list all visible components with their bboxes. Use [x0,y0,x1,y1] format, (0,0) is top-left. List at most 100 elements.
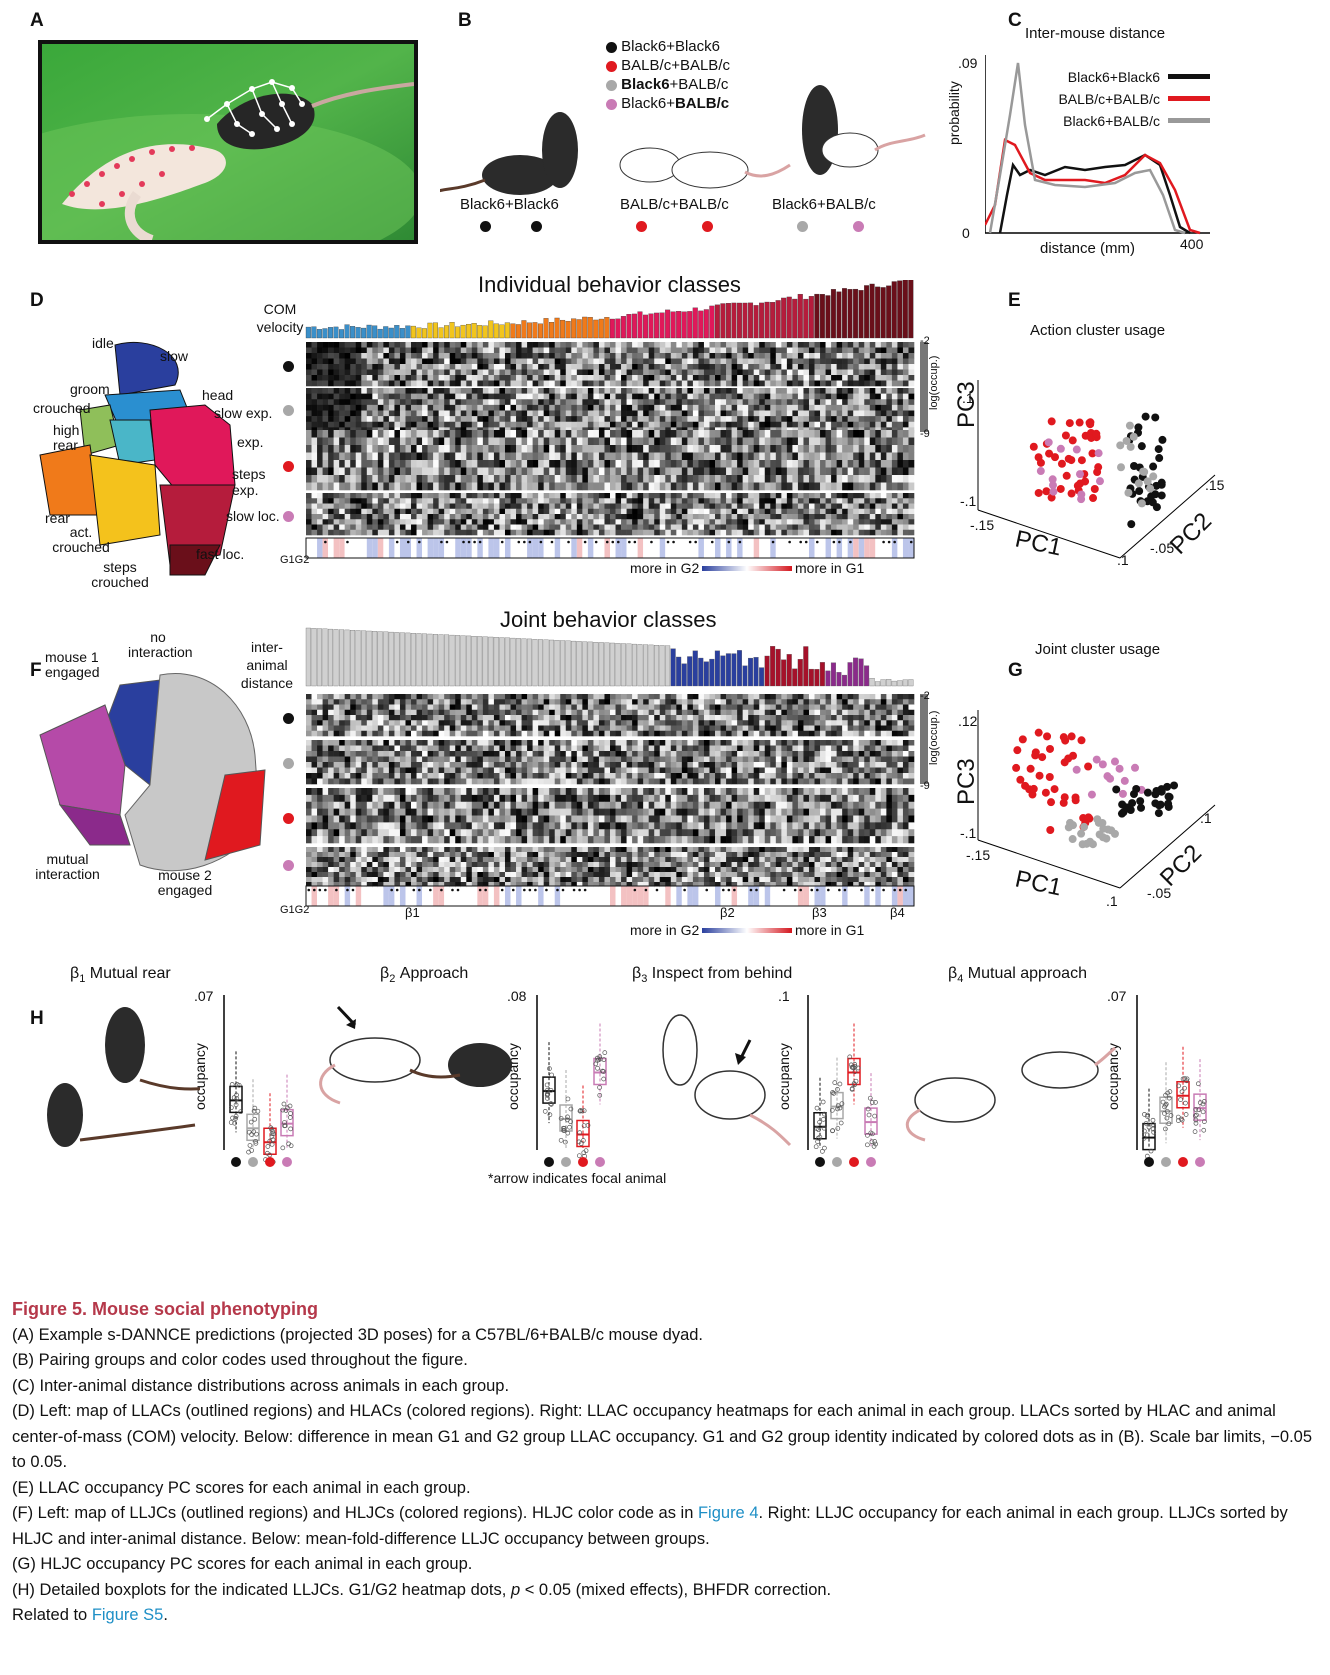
sig-dot [462,540,465,544]
heat-cell [377,467,384,476]
heat-cell [681,514,688,520]
heat-cell [477,460,484,468]
heat-cell [311,493,318,499]
heat-cell [433,514,439,520]
heat-cell [786,416,793,423]
heat-cell [571,493,578,499]
heat-cell [383,437,390,446]
heat-cell [311,529,318,536]
heat-cell [814,380,821,387]
heat-cell [847,524,854,531]
heat-cell [842,715,848,721]
heat-cell [554,529,561,536]
legend-text: Black6+Black6 [621,38,720,55]
heat-cell [759,342,766,348]
distance-bar [631,643,637,687]
heat-cell [836,404,843,411]
heat-cell [731,715,738,721]
diff-cell [659,538,666,558]
heat-cell [477,725,484,732]
heat-cell [880,493,887,499]
heat-cell [455,720,462,726]
heat-cell [372,342,379,348]
heat-cell [670,730,677,737]
heat-cell [571,720,578,726]
distance-bar [311,628,317,687]
heat-cell [350,730,357,737]
heat-cell [482,475,489,483]
heat-cell [455,498,462,504]
heat-cell [775,725,782,732]
heat-cell [748,437,755,446]
heat-cell [665,467,672,476]
heat-cell [554,730,561,737]
heat-cell [311,514,318,520]
heat-cell [615,364,622,370]
heat-cell [532,709,539,716]
heat-cell [510,503,517,510]
heat-cell [355,475,362,483]
heat-cell [438,347,445,354]
heat-cell [532,524,539,531]
heat-cell [897,529,904,536]
heat-cell [742,437,749,446]
heat-cell [455,369,462,376]
heat-cell [411,342,417,348]
heat-cell [853,467,860,476]
heat-cell [875,467,882,476]
heat-cell [576,452,583,461]
heat-cell [731,725,738,732]
heat-cell [471,508,478,515]
heat-cell [665,404,672,411]
heat-cell [775,460,782,468]
heat-cell [847,720,854,726]
heat-cell [737,503,743,510]
heat-cell [394,369,401,376]
heat-cell [786,353,793,359]
heat-cell [582,715,589,721]
heat-cell [659,404,666,411]
heat-cell [908,342,915,348]
heat-cell [399,445,406,453]
heat-cell [449,467,456,476]
distance-bar [847,662,853,687]
heat-cell [527,399,533,406]
heat-cell [598,410,605,417]
heat-cell [482,353,489,359]
heat-cell [643,369,649,376]
distance-bar [560,640,566,687]
heat-cell [836,364,843,370]
heat-cell [344,410,351,417]
heat-cell [554,720,561,726]
heat-cell [438,498,445,504]
heat-cell [355,380,362,387]
diff-cell [333,538,340,558]
heat-cell [831,410,837,417]
heat-cell [687,725,694,732]
heat-cell [377,725,384,732]
heat-cell [344,430,351,438]
heat-cell [306,404,312,411]
heat-cell [466,358,473,365]
heat-cell [466,720,473,726]
heat-cell [715,404,721,411]
heat-cell [615,421,622,428]
heat-cell [488,524,495,531]
score-point [1152,481,1161,490]
heat-cell [858,437,865,446]
heat-cell [355,498,362,504]
heat-cell [687,393,694,400]
heat-cell [715,347,721,354]
velocity-bar [565,321,571,339]
heat-cell [803,524,810,531]
heat-cell [593,467,600,476]
heat-cell [549,460,556,468]
heat-cell [643,519,649,525]
heat-cell [632,393,638,400]
heat-cell [521,503,528,510]
heat-cell [399,704,406,711]
heat-cell [433,380,439,387]
heat-cell [670,416,677,423]
heat-cell [587,364,594,370]
heat-cell [808,347,815,354]
